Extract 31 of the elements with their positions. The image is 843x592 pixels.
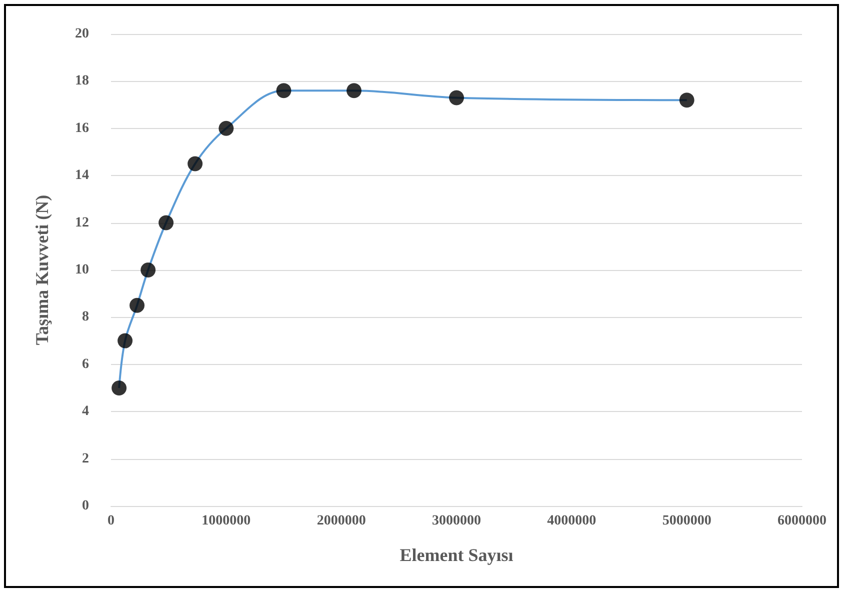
y-tick-label: 20 bbox=[75, 26, 89, 42]
y-tick-label: 6 bbox=[82, 356, 89, 372]
x-tick-label: 3000000 bbox=[432, 514, 481, 528]
point bbox=[112, 380, 127, 396]
point bbox=[158, 215, 174, 230]
point bbox=[188, 156, 203, 172]
y-tick-label: 18 bbox=[75, 74, 89, 89]
point bbox=[130, 298, 145, 313]
x-tick-label: 6000000 bbox=[778, 514, 826, 528]
y-tick-label: 16 bbox=[75, 120, 89, 136]
y-tick-label: 2 bbox=[82, 451, 89, 466]
y-tick-label: 8 bbox=[82, 310, 89, 325]
x-tick-label: 4000000 bbox=[547, 514, 596, 528]
x-tick-label: 2000000 bbox=[316, 514, 366, 528]
y-tick-label: 4 bbox=[82, 404, 89, 420]
y-tick-label: 10 bbox=[75, 262, 89, 278]
point bbox=[449, 90, 464, 106]
y-tick-label: 12 bbox=[75, 215, 89, 230]
point bbox=[346, 83, 362, 98]
x-tick-label: 5000000 bbox=[662, 514, 712, 528]
point bbox=[218, 120, 234, 136]
x-tick-label: 1000000 bbox=[202, 514, 251, 528]
point bbox=[276, 83, 292, 98]
point bbox=[118, 333, 133, 348]
y-tick-label: 14 bbox=[75, 168, 89, 184]
point bbox=[679, 92, 694, 108]
y-axis-title: Taşıma Kuvveti (N) bbox=[32, 194, 52, 346]
x-tick-label: 0 bbox=[108, 514, 114, 528]
x-axis-title: Element Sayısı bbox=[400, 545, 514, 565]
y-tick-label: 0 bbox=[82, 498, 89, 514]
point bbox=[140, 262, 156, 278]
